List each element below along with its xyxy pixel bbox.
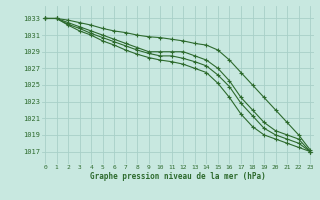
X-axis label: Graphe pression niveau de la mer (hPa): Graphe pression niveau de la mer (hPa)	[90, 172, 266, 181]
